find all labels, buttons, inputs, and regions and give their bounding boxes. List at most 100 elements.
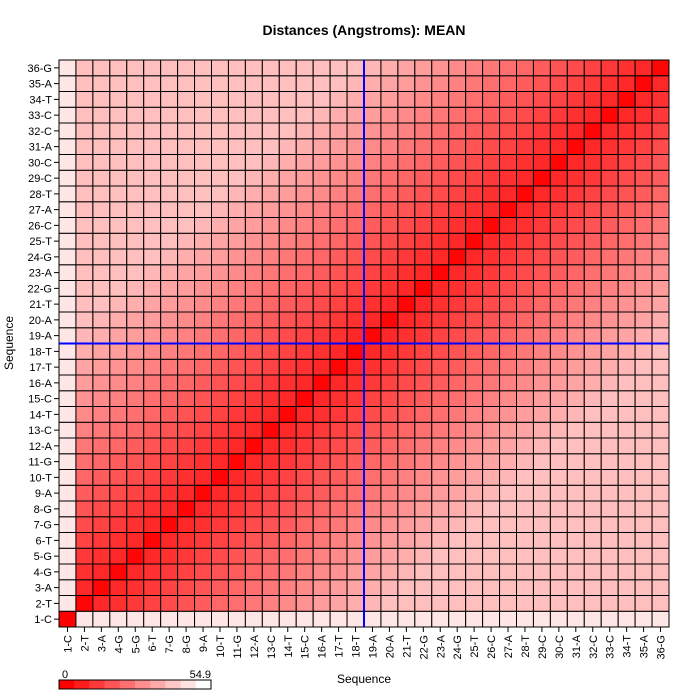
heatmap-cell <box>75 579 94 596</box>
heatmap-cell <box>465 610 484 628</box>
heatmap-cell <box>261 516 280 533</box>
heatmap-cell <box>465 311 484 329</box>
heatmap-cell <box>244 547 263 565</box>
heatmap-cell <box>194 516 212 533</box>
heatmap-cell <box>397 406 416 423</box>
heatmap-cell <box>549 169 568 187</box>
heatmap-cell <box>482 610 501 628</box>
heatmap-cell <box>109 532 128 549</box>
heatmap-cell <box>329 406 348 423</box>
heatmap-cell <box>431 484 450 502</box>
heatmap-cell <box>194 280 212 297</box>
heatmap-cell <box>261 421 280 439</box>
heatmap-cell <box>634 453 653 470</box>
heatmap-cell <box>516 154 534 171</box>
heatmap-cell <box>177 169 196 187</box>
heatmap-cell <box>397 469 416 486</box>
heatmap-cell <box>261 75 280 92</box>
heatmap-cell <box>397 563 416 581</box>
heatmap-cell <box>583 248 602 266</box>
heatmap-cell <box>600 217 619 234</box>
heatmap-cell <box>566 437 585 455</box>
heatmap-cell <box>75 311 94 329</box>
heatmap-cell <box>363 437 382 455</box>
heatmap-cell <box>465 484 484 502</box>
heatmap-cell <box>143 106 162 124</box>
heatmap-cell <box>482 406 501 423</box>
heatmap-cell <box>278 595 297 612</box>
heatmap-cell <box>58 484 77 502</box>
heatmap-cell <box>58 295 77 313</box>
colorbar-swatch <box>165 680 181 689</box>
heatmap-cell <box>583 311 602 329</box>
heatmap-cell <box>194 201 212 218</box>
heatmap-cell <box>278 201 297 218</box>
heatmap-cell <box>448 374 467 392</box>
heatmap-cell <box>380 327 399 344</box>
heatmap-cell <box>177 579 196 596</box>
heatmap-cell <box>499 563 517 581</box>
heatmap-cell <box>329 516 348 533</box>
heatmap-cell <box>295 217 314 234</box>
heatmap-cell <box>583 280 602 297</box>
heatmap-cell <box>109 374 128 392</box>
heatmap-cell <box>499 343 517 360</box>
heatmap-cell <box>532 469 551 486</box>
heatmap-cell <box>278 295 297 313</box>
y-tick-label: 9-A <box>35 488 53 500</box>
colorbar-swatch <box>89 680 105 689</box>
heatmap-cell <box>634 106 653 124</box>
heatmap-cell <box>549 154 568 171</box>
heatmap-cell <box>194 295 212 313</box>
heatmap-cell <box>109 343 128 360</box>
heatmap-cell <box>295 358 314 376</box>
heatmap-cell <box>75 185 94 203</box>
heatmap-cell <box>126 154 145 171</box>
heatmap-cell <box>160 484 179 502</box>
heatmap-cell <box>109 201 128 218</box>
heatmap-cell <box>312 563 331 581</box>
heatmap-cell <box>397 327 416 344</box>
heatmap-cell <box>465 595 484 612</box>
heatmap-cell <box>465 295 484 313</box>
heatmap-cell <box>295 595 314 612</box>
heatmap-cell <box>448 311 467 329</box>
heatmap-cell <box>227 374 246 392</box>
heatmap-cell <box>414 484 433 502</box>
heatmap-cell <box>160 327 179 344</box>
heatmap-cell <box>414 453 433 470</box>
heatmap-cell <box>92 547 111 565</box>
colorbar-legend <box>58 679 212 690</box>
heatmap-cell <box>312 484 331 502</box>
heatmap-cell <box>346 169 365 187</box>
heatmap-cell <box>75 547 94 565</box>
heatmap-cell <box>278 59 297 77</box>
heatmap-cell <box>194 169 212 187</box>
heatmap-cell <box>583 595 602 612</box>
heatmap-cell <box>329 547 348 565</box>
heatmap-cell <box>329 185 348 203</box>
heatmap-cell <box>397 185 416 203</box>
heatmap-cell <box>482 547 501 565</box>
heatmap-cell <box>194 390 212 407</box>
heatmap-cell <box>397 122 416 140</box>
heatmap-cell <box>211 563 229 581</box>
heatmap-cell <box>549 201 568 218</box>
heatmap-cell <box>346 595 365 612</box>
heatmap-cell <box>58 453 77 470</box>
heatmap-cell <box>634 248 653 266</box>
heatmap-cell <box>92 217 111 234</box>
heatmap-cell <box>312 453 331 470</box>
heatmap-cell <box>380 185 399 203</box>
heatmap-cell <box>431 91 450 108</box>
heatmap-cell <box>600 59 619 77</box>
heatmap-cell <box>617 59 636 77</box>
heatmap-cell <box>211 154 229 171</box>
heatmap-cell <box>244 406 263 423</box>
heatmap-cell <box>58 547 77 565</box>
heatmap-cell <box>499 516 517 533</box>
heatmap-cell <box>75 232 94 250</box>
heatmap-cell <box>380 343 399 360</box>
heatmap-cell <box>482 311 501 329</box>
heatmap-cell <box>261 595 280 612</box>
